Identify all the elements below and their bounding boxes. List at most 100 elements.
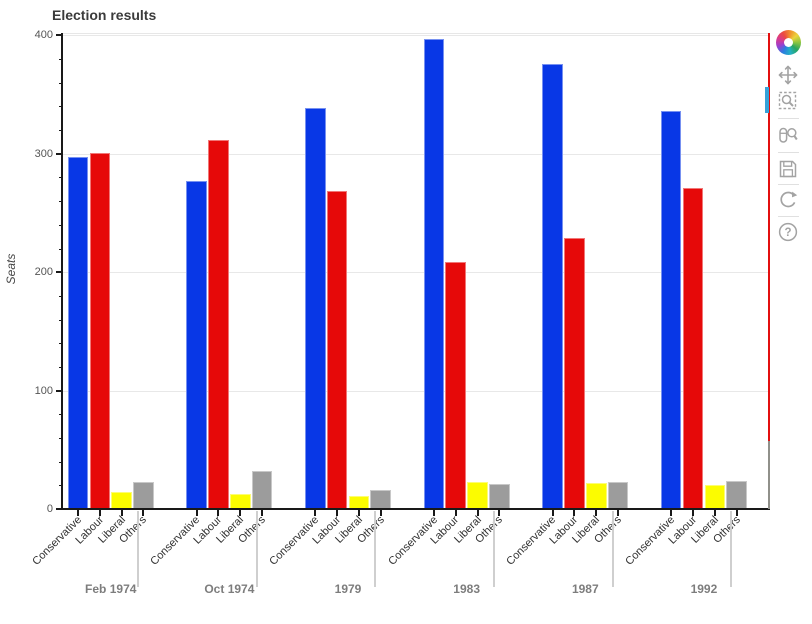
x-tick	[217, 510, 220, 516]
bokeh-logo[interactable]	[776, 30, 801, 55]
x-tick	[195, 510, 198, 516]
bar-others-oct-1974	[251, 471, 273, 509]
reset-tool-button[interactable]	[777, 189, 799, 211]
toolbar-divider	[778, 184, 799, 185]
major-gridline	[63, 153, 770, 155]
x-tick	[261, 510, 264, 516]
y-tick-label: 200	[34, 266, 53, 279]
bar-conservative-1979	[304, 107, 326, 509]
major-gridline	[63, 390, 770, 392]
bar-labour-1983	[445, 261, 467, 509]
x-tick	[314, 510, 317, 516]
group-label: 1983	[453, 582, 481, 596]
y-minor-tick	[59, 82, 62, 84]
group-label: 1979	[334, 582, 362, 596]
chart-title: Election results	[52, 7, 157, 23]
y-minor-tick	[59, 177, 62, 179]
x-tick	[142, 510, 145, 516]
y-minor-tick	[59, 414, 62, 416]
active-tool-indicator	[765, 87, 769, 113]
group-separator	[730, 511, 733, 587]
y-minor-tick	[59, 130, 62, 132]
x-axis-line	[61, 508, 770, 510]
y-minor-tick	[59, 461, 62, 463]
svg-text:?: ?	[784, 227, 791, 239]
bar-others-1979	[370, 490, 392, 509]
x-tick	[692, 510, 695, 516]
bar-liberal-oct-1974	[230, 493, 251, 509]
toolbar-divider	[778, 152, 799, 153]
bar-labour-1979	[326, 190, 348, 509]
group-separator	[255, 511, 258, 587]
y-axis-line	[61, 33, 63, 510]
wheel-zoom-tool-button[interactable]	[777, 124, 799, 146]
group-separator	[136, 511, 139, 587]
y-minor-tick	[59, 485, 62, 487]
plot-outline-top	[63, 33, 770, 34]
y-minor-tick	[59, 248, 62, 250]
bar-liberal-1987	[585, 482, 607, 509]
y-minor-tick	[59, 59, 62, 61]
box-zoom-tool-button[interactable]	[777, 89, 799, 111]
bar-conservative-1992	[660, 111, 682, 509]
bar-conservative-oct-1974	[186, 181, 207, 509]
pan-tool-button[interactable]	[777, 64, 799, 86]
y-minor-tick	[59, 295, 62, 297]
bar-others-feb-1974	[133, 481, 154, 509]
x-tick	[77, 510, 79, 516]
x-tick	[573, 510, 576, 516]
bar-others-1987	[607, 481, 629, 509]
y-major-tick	[56, 34, 62, 37]
y-tick-label: 400	[34, 29, 53, 42]
x-tick	[670, 510, 673, 516]
group-separator	[374, 511, 377, 587]
y-major-tick	[56, 389, 62, 392]
bar-others-1992	[726, 480, 747, 509]
bar-labour-oct-1974	[208, 139, 229, 509]
clipped-next-bar-gray	[768, 441, 770, 509]
y-minor-tick	[59, 319, 62, 321]
group-separator	[611, 511, 614, 587]
x-tick	[357, 510, 360, 516]
help-tool-button[interactable]: ?	[777, 221, 799, 243]
pan-icon	[778, 65, 798, 85]
bar-liberal-feb-1974	[111, 492, 132, 509]
bokeh-logo-hole	[784, 38, 793, 47]
x-tick	[120, 510, 123, 516]
clipped-next-bar-red	[768, 33, 770, 441]
toolbar-divider	[778, 216, 799, 217]
reset-icon	[780, 191, 798, 208]
y-major-tick	[56, 152, 62, 155]
save-icon	[779, 160, 797, 178]
y-minor-tick	[59, 201, 62, 203]
x-tick	[476, 510, 479, 516]
x-tick	[379, 510, 382, 516]
x-tick	[551, 510, 554, 516]
x-tick	[713, 510, 716, 516]
y-major-tick	[56, 271, 62, 274]
wheel-zoom-icon	[779, 127, 798, 143]
x-tick	[595, 510, 598, 516]
save-tool-button[interactable]	[777, 158, 799, 180]
y-minor-tick	[59, 106, 62, 108]
major-gridline	[63, 35, 770, 37]
bar-labour-feb-1974	[89, 152, 111, 509]
bar-others-1983	[489, 484, 510, 509]
group-label: 1987	[571, 582, 599, 596]
box-zoom-icon	[778, 91, 797, 110]
bar-liberal-1983	[467, 481, 488, 509]
y-tick-label: 100	[34, 384, 53, 397]
bar-conservative-1983	[423, 38, 445, 509]
bar-labour-1987	[564, 237, 585, 509]
plot-area[interactable]	[63, 33, 770, 509]
group-separator	[492, 511, 495, 587]
x-tick	[735, 510, 738, 516]
bar-liberal-1992	[704, 485, 726, 509]
y-minor-tick	[59, 366, 62, 368]
x-tick	[498, 510, 501, 516]
group-label: 1992	[690, 582, 718, 596]
y-tick-label: 300	[34, 147, 53, 160]
x-tick	[239, 510, 242, 516]
group-label: Feb 1974	[85, 582, 137, 596]
